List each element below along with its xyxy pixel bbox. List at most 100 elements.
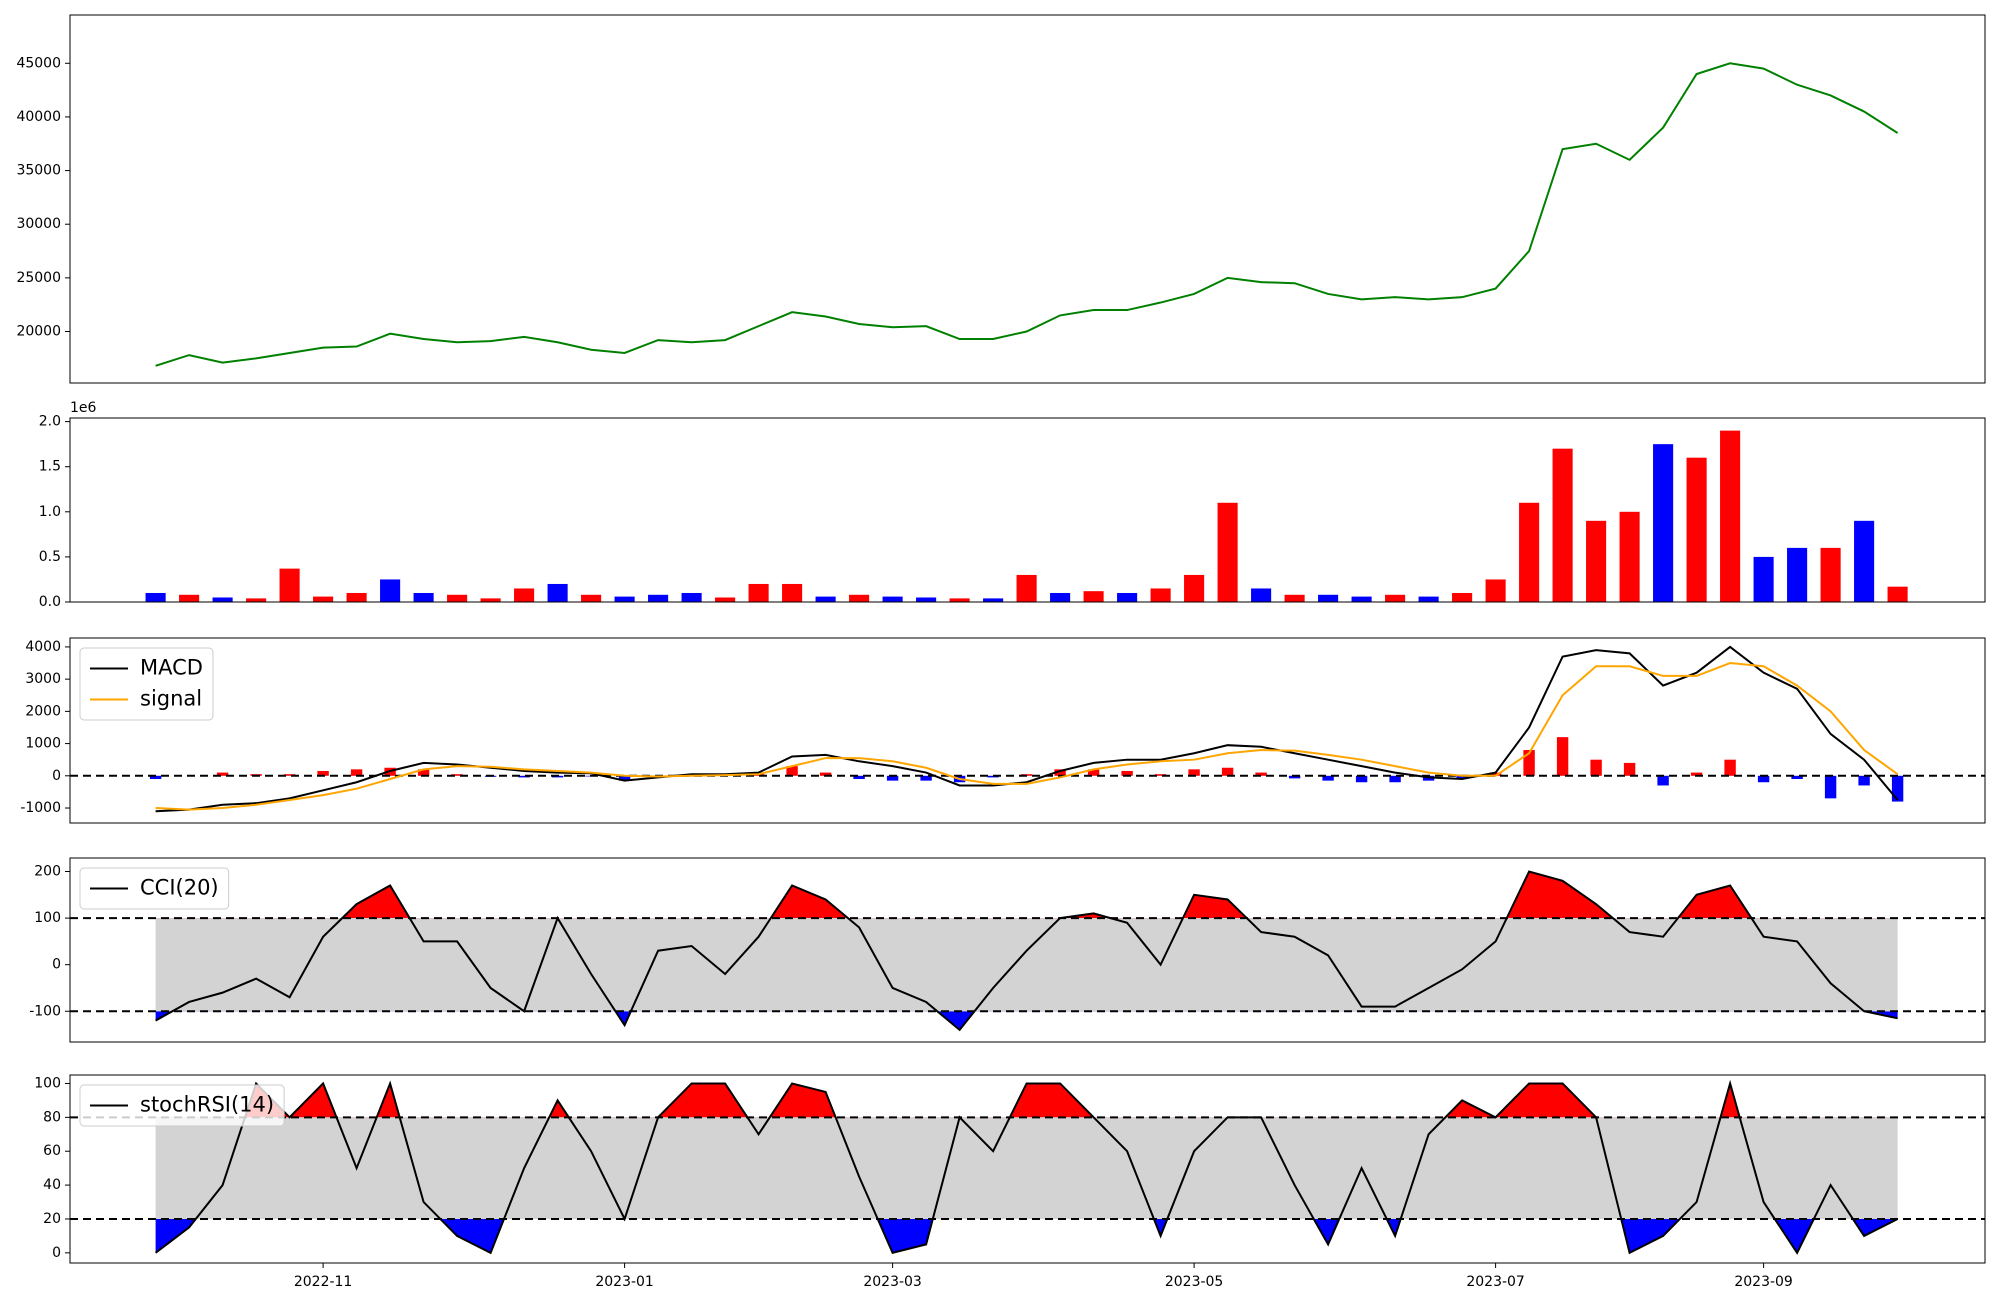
histogram-bar	[1221, 767, 1234, 776]
volume-bar	[1318, 594, 1339, 602]
histogram-bar	[920, 775, 932, 781]
histogram-bar	[216, 772, 229, 776]
y-tick-label: 40000	[16, 109, 61, 125]
volume-bar	[1686, 457, 1707, 602]
volume-bar	[514, 588, 535, 602]
fill-above	[155, 1083, 1898, 1118]
volume-bar	[1586, 520, 1607, 602]
histogram-bar	[283, 774, 296, 776]
histogram-bar	[618, 775, 631, 781]
volume-bar	[1083, 591, 1104, 602]
panel: stochRSI(14)	[70, 1079, 1985, 1255]
axes-frame	[69, 14, 1986, 384]
histogram-bar	[1456, 775, 1468, 780]
histogram-bar	[1255, 772, 1267, 776]
panel	[155, 62, 1899, 367]
x-tick-label: 2023-03	[863, 1274, 922, 1290]
volume-bar	[1385, 594, 1406, 602]
y-tick-label: 80	[43, 1109, 61, 1125]
histogram-bar	[1154, 774, 1167, 776]
volume-bar	[1184, 574, 1205, 602]
y-tick-label: 1.0	[39, 504, 61, 520]
x-tick-label: 2023-09	[1734, 1274, 1793, 1290]
volume-bar	[983, 598, 1004, 602]
volume-bar	[1887, 586, 1908, 602]
y-tick-label: -100	[29, 1003, 61, 1019]
histogram-bar	[1389, 775, 1401, 783]
histogram-bar	[1657, 775, 1669, 786]
histogram-bar	[1724, 759, 1736, 776]
x-tick-label: 2023-05	[1165, 1274, 1224, 1290]
histogram-bar	[1623, 762, 1636, 776]
volume-bar	[447, 594, 468, 602]
y-tick-label: 0.5	[39, 549, 61, 565]
volume-bar	[547, 583, 568, 602]
panel: MACD signal	[70, 645, 1985, 813]
y-tick-label: 0	[52, 768, 61, 784]
histogram-bar	[1054, 769, 1066, 776]
volume-bar	[413, 592, 434, 602]
volume-bar	[748, 583, 769, 602]
y-tick-label: -1000	[20, 800, 61, 816]
y-tick-label: 3000	[25, 671, 61, 687]
y-tick-label: 0	[52, 957, 61, 973]
y-tick-label: 200	[34, 864, 61, 880]
histogram-bar	[1489, 772, 1502, 776]
histogram-bar	[1322, 775, 1334, 781]
volume-bar	[1418, 596, 1439, 602]
histogram-bar	[1087, 769, 1100, 776]
y-tick-label: 0.0	[39, 594, 61, 610]
x-tick-label: 2023-01	[595, 1274, 654, 1290]
series-line	[155, 62, 1899, 367]
y-tick-label: 60	[43, 1143, 61, 1159]
volume-bar	[1251, 588, 1272, 602]
y-tick-label: 1.5	[39, 459, 61, 475]
legend-box	[79, 647, 214, 721]
volume-bar	[782, 583, 803, 602]
volume-bar	[246, 598, 267, 602]
y-tick-label: 100	[34, 1075, 61, 1091]
y-tick-label: 45000	[16, 55, 61, 71]
histogram-bar	[1523, 750, 1535, 776]
histogram-bar	[1355, 775, 1368, 783]
y-tick-label: 4000	[25, 639, 61, 655]
threshold-band	[155, 918, 1898, 1012]
y-tick-label: 30000	[16, 216, 61, 232]
volume-bar	[648, 594, 669, 602]
volume-bar	[1284, 594, 1305, 602]
axes-frame	[69, 637, 1986, 824]
volume-bar	[380, 579, 401, 602]
volume-bar	[1117, 592, 1138, 602]
volume-bar	[1753, 556, 1774, 602]
legend-label: CCI(20)	[140, 876, 219, 900]
volume-bar	[313, 596, 334, 602]
volume-bar	[681, 592, 702, 602]
volume-bar	[1150, 588, 1171, 602]
histogram-bar	[1757, 775, 1770, 783]
volume-bar	[1820, 547, 1841, 602]
volume-bar	[715, 597, 736, 602]
series-line	[155, 645, 1899, 813]
legend-box	[79, 867, 230, 910]
y-tick-label: 2000	[25, 703, 61, 719]
volume-bar	[581, 594, 602, 602]
histogram-bar	[350, 769, 363, 776]
axes-frame	[69, 417, 1986, 603]
volume-bar	[1519, 502, 1540, 602]
x-tick-label: 2023-07	[1466, 1274, 1525, 1290]
histogram-bar	[451, 774, 463, 776]
y-tick-label: 20	[43, 1211, 61, 1227]
histogram-bar	[518, 775, 530, 778]
histogram-bar	[1858, 775, 1870, 786]
y-tick-label: 20000	[16, 324, 61, 340]
y-tick-label: 25000	[16, 270, 61, 286]
volume-bar	[279, 568, 300, 602]
volume-bar	[480, 598, 501, 602]
y-tick-label: 1000	[25, 736, 61, 752]
histogram-bar	[1791, 775, 1803, 780]
fill-above	[155, 871, 1898, 919]
histogram-bar	[1690, 772, 1703, 776]
volume-bar	[1854, 520, 1875, 602]
